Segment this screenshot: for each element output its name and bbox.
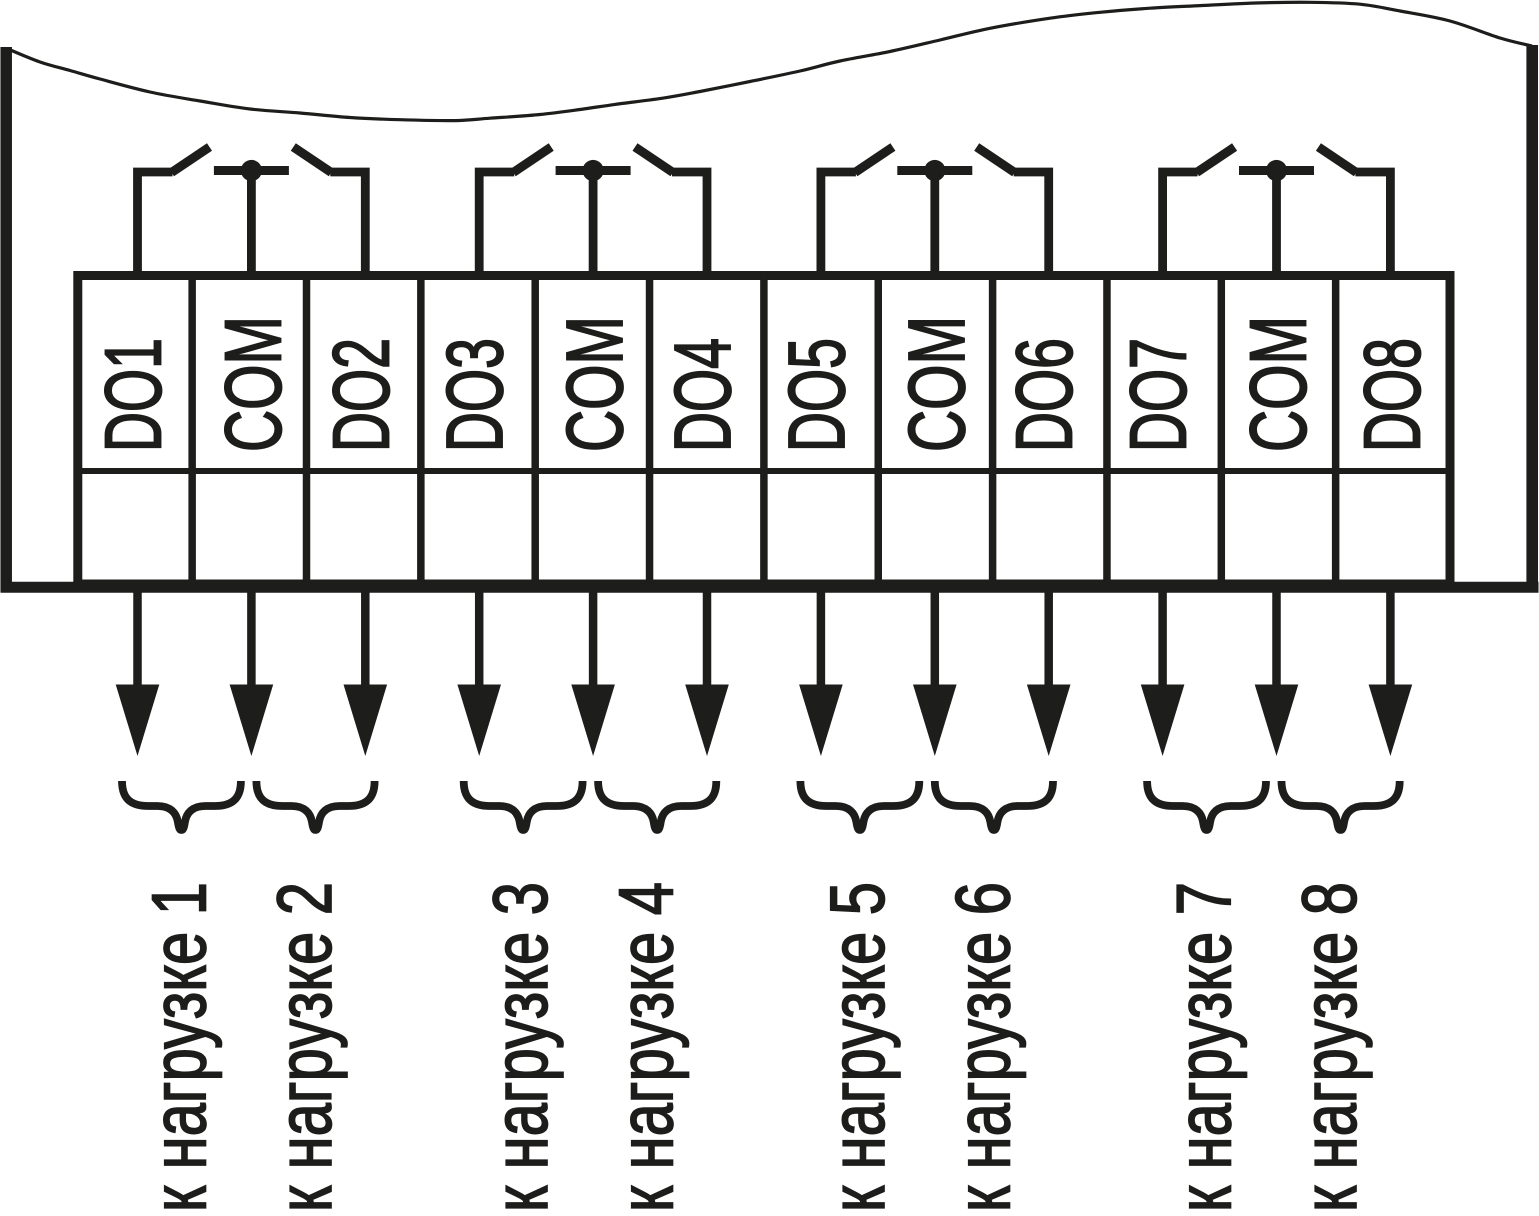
svg-text:к нагрузке 2: к нагрузке 2 (262, 882, 348, 1212)
svg-text:к нагрузке 8: к нагрузке 8 (1287, 882, 1373, 1212)
svg-text:к нагрузке 5: к нагрузке 5 (815, 882, 901, 1212)
svg-text:DO1: DO1 (89, 338, 178, 452)
svg-text:DO5: DO5 (772, 338, 861, 452)
svg-text:COM: COM (1234, 316, 1323, 452)
svg-text:к нагрузке 7: к нагрузке 7 (1162, 882, 1248, 1212)
svg-text:к нагрузке 4: к нагрузке 4 (604, 882, 690, 1212)
svg-text:COM: COM (892, 316, 981, 452)
svg-text:DO6: DO6 (1000, 338, 1089, 452)
svg-text:к нагрузке 1: к нагрузке 1 (136, 882, 222, 1212)
svg-text:DO2: DO2 (316, 338, 405, 452)
svg-text:DO4: DO4 (658, 338, 747, 452)
svg-text:DO7: DO7 (1114, 338, 1203, 452)
svg-text:к нагрузке 6: к нагрузке 6 (940, 882, 1026, 1212)
svg-text:DO3: DO3 (430, 338, 519, 452)
svg-text:COM: COM (208, 316, 297, 452)
svg-text:к нагрузке 3: к нагрузке 3 (478, 882, 564, 1212)
svg-text:COM: COM (550, 316, 639, 452)
svg-text:DO8: DO8 (1347, 338, 1436, 452)
